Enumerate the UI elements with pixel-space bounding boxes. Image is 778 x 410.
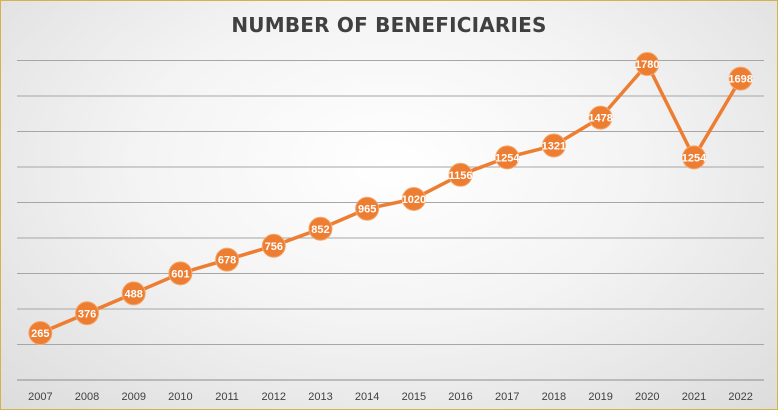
data-label: 1780 (635, 59, 659, 71)
x-tick-label: 2014 (355, 391, 379, 403)
data-point (261, 233, 286, 258)
x-tick-label: 2013 (308, 391, 332, 403)
data-label: 1321 (542, 141, 566, 153)
data-label: 376 (78, 308, 96, 320)
data-label: 678 (218, 255, 236, 267)
data-point (401, 186, 426, 211)
data-label: 1254 (495, 152, 520, 164)
data-point (448, 162, 473, 187)
x-tick-label: 2015 (402, 391, 426, 403)
data-point (121, 281, 146, 306)
data-point (75, 301, 100, 326)
x-tick-label: 2011 (215, 391, 239, 403)
data-label: 965 (358, 204, 376, 216)
x-tick-label: 2017 (495, 391, 519, 403)
x-tick-label: 2020 (635, 391, 659, 403)
data-point (215, 247, 240, 272)
x-tick-label: 2012 (262, 391, 286, 403)
data-point (681, 145, 706, 170)
data-label: 1698 (728, 74, 752, 86)
chart-title: NUMBER OF BENEFICIARIES (231, 13, 547, 37)
x-tick-label: 2018 (542, 391, 566, 403)
x-tick-label: 2007 (28, 391, 52, 403)
data-point (495, 145, 520, 170)
data-point (728, 66, 753, 91)
data-label: 1156 (449, 170, 473, 182)
data-label: 488 (125, 288, 143, 300)
data-label: 1020 (402, 194, 426, 206)
data-point (541, 133, 566, 158)
data-label: 265 (31, 328, 49, 340)
data-point (635, 52, 660, 77)
x-tick-label: 2010 (168, 391, 192, 403)
data-label: 1254 (682, 152, 707, 164)
x-tick-label: 2016 (448, 391, 472, 403)
x-tick-label: 2019 (588, 391, 612, 403)
data-point (28, 320, 53, 345)
data-label: 756 (265, 241, 283, 253)
data-point (588, 105, 613, 130)
data-point (355, 196, 380, 221)
data-label: 1478 (588, 113, 612, 125)
data-label: 601 (171, 268, 189, 280)
data-point (168, 261, 193, 286)
data-label: 852 (311, 224, 329, 236)
x-tick-label: 2022 (728, 391, 752, 403)
series-line (39, 62, 743, 335)
data-point (308, 216, 333, 241)
x-tick-label: 2008 (75, 391, 99, 403)
x-tick-label: 2021 (682, 391, 706, 403)
x-tick-label: 2009 (121, 391, 145, 403)
